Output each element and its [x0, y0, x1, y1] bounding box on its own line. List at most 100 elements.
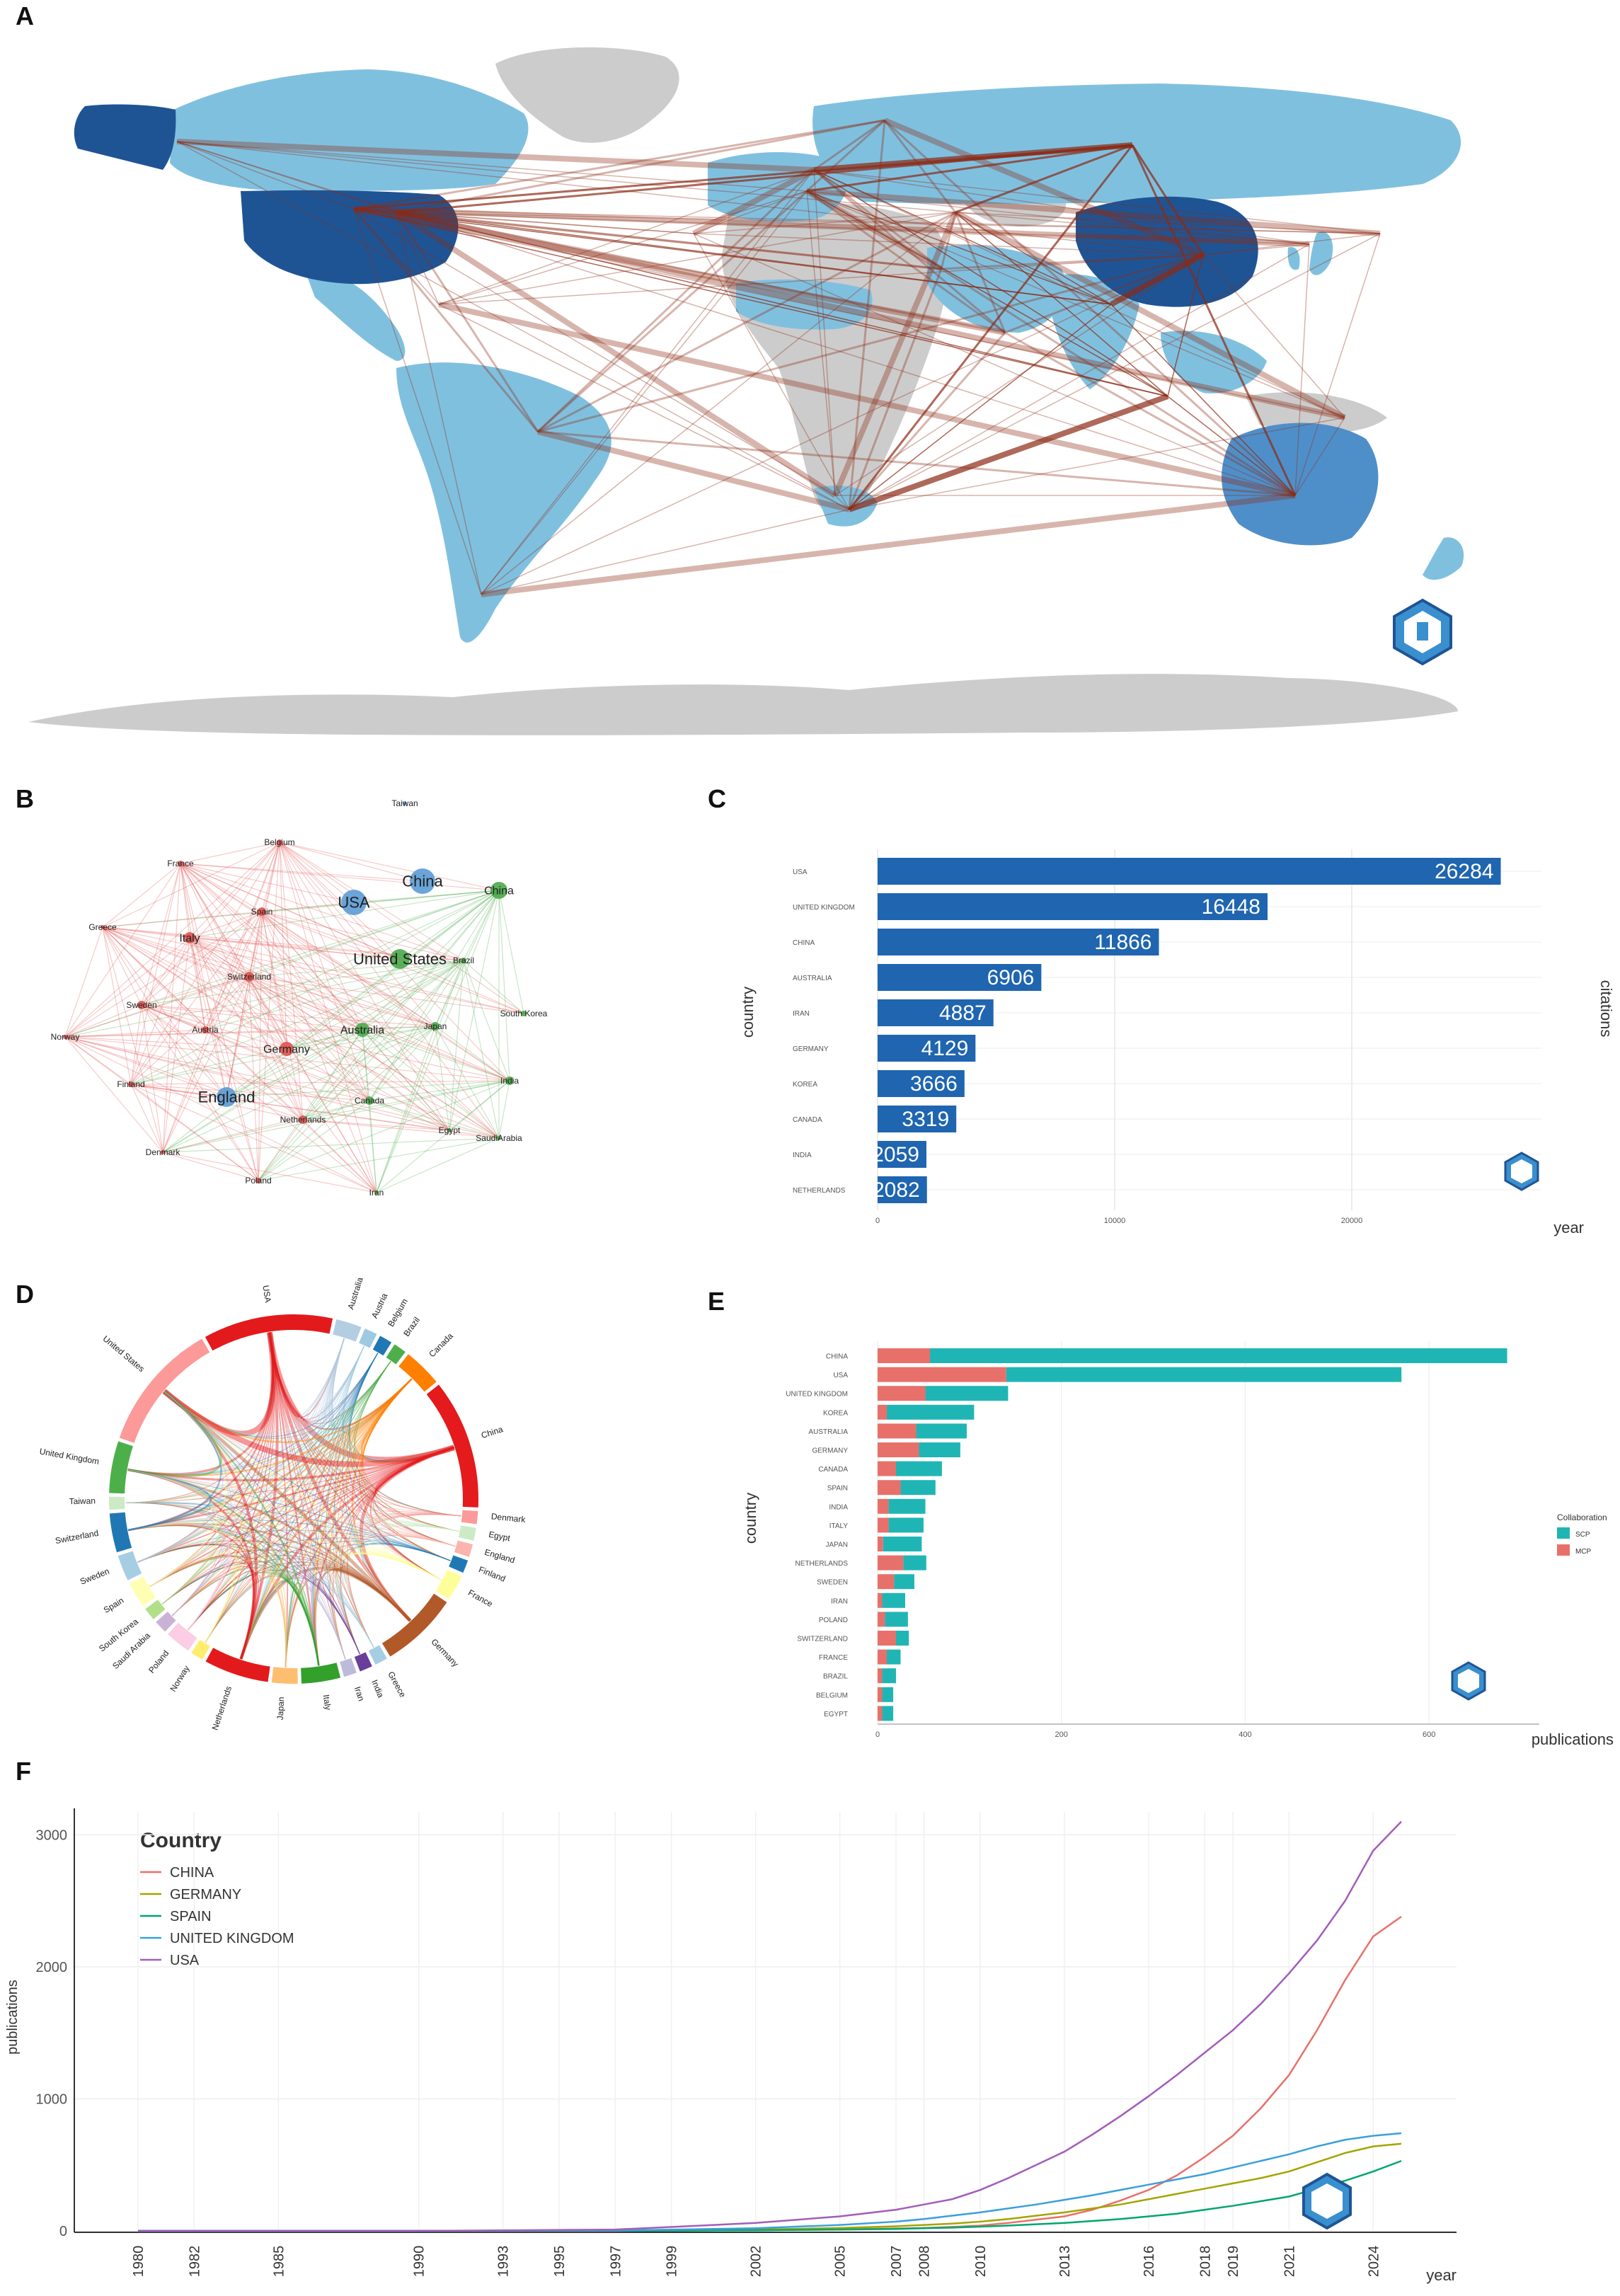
chord-link [240, 1378, 413, 1660]
network-edge [64, 926, 103, 1038]
chord-link [329, 1378, 413, 1660]
collaboration-link [813, 169, 1112, 305]
chord-link [332, 1338, 461, 1517]
chord-link [127, 1521, 217, 1588]
network-edge [226, 842, 280, 1098]
network-node [280, 1042, 294, 1056]
chord-link [127, 1523, 224, 1617]
network-edge [226, 976, 250, 1098]
network-node [255, 1178, 261, 1183]
chord-link [312, 1577, 374, 1666]
f-legend-label: CHINA [170, 1865, 214, 1881]
network-node-label: SaudiArabia [476, 1133, 522, 1143]
chord-link [127, 1522, 221, 1605]
network-edge [463, 890, 500, 961]
e-bar-scp [883, 1537, 922, 1551]
chord-link [161, 1447, 454, 1605]
network-edge [279, 842, 464, 961]
e-category-label: POLAND [819, 1617, 848, 1624]
network-edge [180, 863, 355, 903]
chord-link [269, 1332, 345, 1418]
chord-link [127, 1345, 364, 1531]
network-node [521, 1011, 527, 1016]
network-node-label: Netherlands [280, 1115, 326, 1125]
network-edge [189, 937, 450, 1131]
f-x-tick-label: 2008 [917, 2246, 933, 2278]
network-edge [180, 863, 287, 1050]
chord-link [347, 1534, 456, 1648]
alaska [74, 104, 176, 170]
chord-link [127, 1469, 212, 1532]
network-edge [141, 1004, 287, 1050]
chord-link [328, 1338, 413, 1431]
network-edge [435, 890, 500, 1027]
chord-link [312, 1353, 379, 1666]
e-category-label: INDIA [829, 1503, 848, 1511]
e-bar-mcp [878, 1592, 883, 1608]
chord-link [125, 1502, 213, 1563]
network-edge [261, 911, 287, 1050]
e-bar-scp [882, 1706, 894, 1721]
chord-link [375, 1511, 461, 1547]
network-edge [226, 960, 464, 1098]
network-edge [258, 1119, 304, 1181]
collaboration-link [693, 233, 1204, 256]
network-edge [189, 937, 363, 1031]
c-x-tick-label: 0 [875, 1217, 880, 1225]
chord-link [127, 1338, 345, 1531]
network-edge [463, 960, 524, 1014]
chord-link [149, 1540, 442, 1588]
collaboration-link [813, 169, 1310, 245]
chord-arc [167, 1622, 197, 1651]
chord-link [127, 1469, 442, 1581]
chord-link [240, 1575, 374, 1660]
network-edge [261, 911, 450, 1131]
collaboration-link [537, 211, 956, 433]
collaboration-link [396, 212, 440, 305]
chord-link [171, 1353, 379, 1617]
c-bar [878, 929, 1159, 955]
collaboration-link [849, 417, 1345, 510]
network-edge [279, 842, 401, 960]
chord-link [311, 1345, 364, 1666]
chord-link [360, 1378, 451, 1561]
collaboration-link [813, 142, 1133, 173]
network-edge [261, 890, 500, 912]
network-node-label: China [484, 885, 514, 897]
network-edge [226, 1080, 510, 1098]
network-edge [64, 1036, 304, 1120]
collaboration-link [940, 212, 957, 270]
chord-link [171, 1447, 454, 1617]
chord-link [137, 1378, 413, 1563]
f-x-tick-label: 1985 [271, 2246, 287, 2278]
network-edge [226, 911, 263, 1098]
collaboration-link [537, 253, 1204, 433]
chord-link [163, 1353, 379, 1437]
network-edge [141, 1004, 377, 1193]
c-category-label: KOREA [793, 1081, 817, 1089]
chord-link [314, 1553, 442, 1666]
network-edge [261, 911, 377, 1193]
collaboration-link [537, 430, 1296, 497]
network-edge [261, 842, 280, 912]
network-edge [248, 976, 259, 1181]
chord-link [240, 1578, 346, 1660]
chord-link [315, 1514, 461, 1666]
chord-link [127, 1353, 379, 1475]
chord-link [127, 1469, 236, 1643]
e-bar-mcp [878, 1687, 883, 1702]
f-x-tick-label: 2010 [973, 2246, 989, 2278]
chord-link [187, 1378, 413, 1631]
chord-link [311, 1578, 360, 1666]
chord-link [137, 1361, 391, 1563]
chord-link [161, 1561, 360, 1655]
network-edge [205, 890, 500, 1031]
network-edge [130, 960, 464, 1085]
chord-link [127, 1522, 411, 1621]
chord-link [360, 1378, 454, 1464]
chord-link [149, 1513, 461, 1588]
chord-link [125, 1502, 360, 1655]
chord-arc [449, 1555, 469, 1573]
f-x-tick-label: 1993 [496, 2246, 512, 2278]
